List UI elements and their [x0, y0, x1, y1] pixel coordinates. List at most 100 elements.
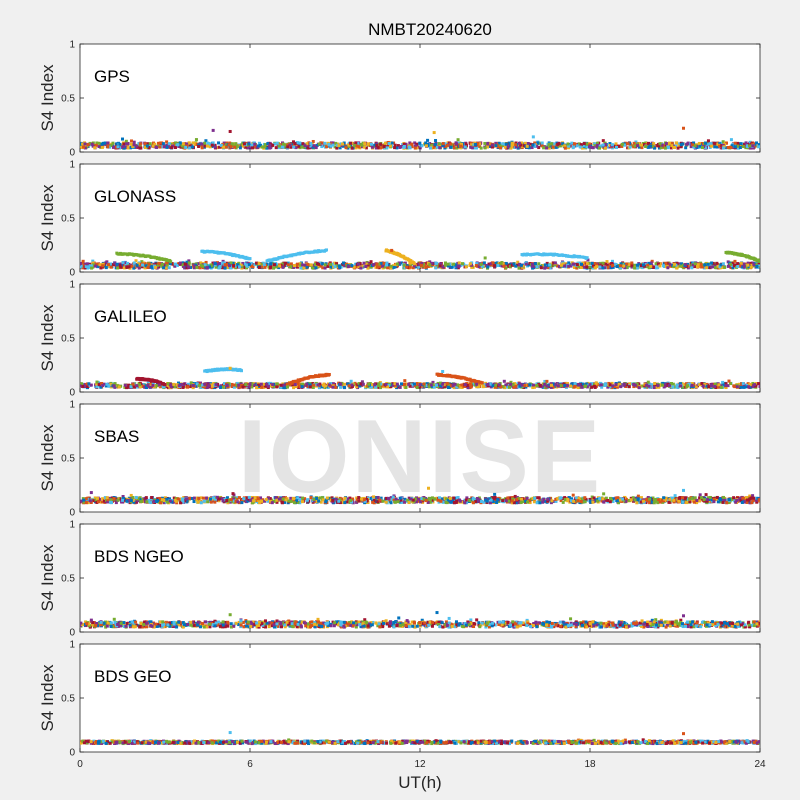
data-point: [354, 262, 358, 266]
data-point: [468, 263, 472, 267]
data-point: [694, 385, 698, 389]
data-point: [620, 142, 624, 146]
data-point: [517, 382, 521, 386]
panel-label: GALILEO: [94, 307, 167, 326]
data-point: [528, 261, 532, 265]
data-point: [507, 141, 511, 145]
data-point: [111, 141, 115, 145]
data-point: [187, 261, 191, 265]
data-point: [640, 143, 644, 147]
spike-point: [228, 366, 232, 370]
data-point: [143, 142, 147, 146]
data-point: [582, 383, 586, 387]
data-point: [533, 262, 537, 266]
data-point: [479, 146, 483, 150]
data-point: [301, 142, 305, 146]
data-point: [658, 264, 662, 268]
data-point: [89, 264, 93, 268]
data-point: [748, 262, 752, 266]
data-point: [527, 146, 531, 150]
data-point: [195, 265, 199, 269]
data-point: [132, 140, 136, 144]
data-point: [166, 383, 170, 387]
data-point: [112, 145, 116, 149]
data-point: [175, 383, 179, 387]
data-point: [579, 143, 583, 147]
data-point: [513, 146, 517, 150]
data-point: [129, 142, 133, 146]
data-point: [118, 142, 122, 146]
data-point: [338, 266, 342, 270]
data-point: [203, 263, 207, 267]
data-point: [329, 144, 333, 148]
data-point: [204, 139, 208, 143]
data-point: [311, 385, 315, 389]
data-point: [314, 146, 318, 150]
data-point: [647, 384, 651, 388]
data-point: [578, 145, 582, 149]
data-point: [293, 142, 297, 146]
data-point: [650, 144, 654, 148]
data-point: [134, 259, 138, 263]
data-point: [757, 261, 760, 265]
data-point: [505, 385, 509, 389]
data-point: [168, 262, 172, 266]
data-point: [647, 261, 651, 265]
data-point: [174, 145, 178, 149]
arc-point: [758, 259, 760, 263]
data-point: [408, 261, 412, 265]
data-point: [664, 382, 668, 386]
data-point: [124, 139, 128, 143]
data-point: [708, 264, 712, 268]
data-point: [186, 382, 190, 386]
data-point: [738, 382, 742, 386]
data-point: [138, 385, 142, 389]
y-axis-label: S4 Index: [38, 64, 57, 132]
data-point: [652, 142, 656, 146]
data-point: [382, 261, 386, 265]
data-point: [443, 146, 447, 150]
data-point: [95, 382, 99, 386]
data-point: [148, 385, 152, 389]
data-point: [441, 265, 445, 269]
data-point: [706, 266, 710, 270]
data-point: [677, 262, 681, 266]
data-point: [615, 146, 619, 150]
data-point: [479, 263, 483, 267]
data-point: [640, 146, 644, 150]
data-point: [121, 263, 125, 267]
data-point: [548, 263, 552, 267]
data-point: [389, 385, 393, 389]
data-point: [374, 146, 378, 150]
data-point: [213, 262, 217, 266]
data-point: [350, 264, 354, 268]
data-point: [418, 385, 422, 389]
data-point: [99, 385, 103, 389]
arc-point: [325, 248, 328, 252]
data-point: [400, 261, 404, 265]
data-point: [376, 145, 380, 149]
arc-point: [418, 382, 422, 386]
data-point: [518, 384, 522, 388]
data-point: [331, 385, 335, 389]
data-point: [334, 141, 338, 145]
data-point: [615, 265, 619, 269]
data-point: [135, 263, 139, 267]
data-point: [415, 384, 419, 388]
data-point: [310, 144, 314, 148]
data-point: [726, 260, 730, 264]
data-point: [662, 262, 666, 266]
data-point: [99, 266, 103, 270]
data-point: [663, 146, 667, 150]
data-point: [249, 146, 253, 150]
data-point: [267, 265, 271, 269]
data-point: [516, 382, 520, 386]
data-point: [80, 382, 84, 386]
data-point: [359, 382, 363, 386]
data-point: [514, 145, 518, 149]
data-point: [370, 142, 374, 146]
data-point: [392, 264, 396, 268]
data-point: [639, 264, 643, 268]
data-point: [741, 382, 745, 386]
data-point: [608, 142, 612, 146]
